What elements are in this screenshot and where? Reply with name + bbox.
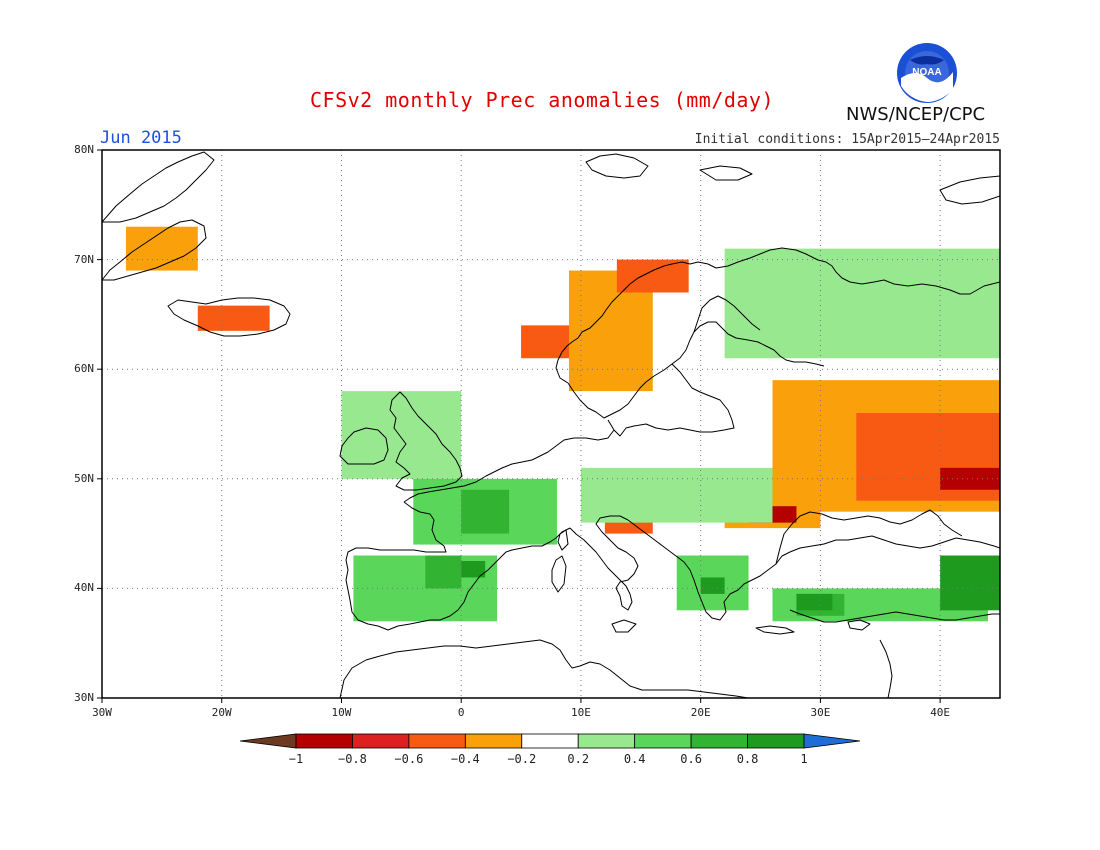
anomaly-region-24	[940, 555, 1000, 611]
coastline-baltic-east	[607, 363, 735, 437]
lon-label: 20W	[211, 706, 232, 719]
colorbar-label: 0.2	[567, 752, 590, 766]
coastline-adriatic	[627, 519, 1000, 621]
noaa-logo-icon: NOAA	[897, 43, 957, 103]
coastline-greenland	[102, 219, 207, 281]
coastline-finland-gulf	[693, 295, 761, 333]
lat-label: 40N	[74, 581, 94, 595]
lat-label: 50N	[74, 471, 94, 485]
coastline-corsica	[557, 529, 569, 551]
anomaly-region-14	[461, 489, 510, 534]
lon-label: 10E	[570, 706, 591, 719]
lon-label: 10W	[331, 706, 352, 719]
coastline-franz-josef	[699, 165, 753, 181]
lat-label: 70N	[74, 252, 94, 266]
coastline-crete	[755, 625, 795, 635]
anomaly-region-23	[796, 593, 833, 611]
colorbar-label: 1	[800, 752, 808, 766]
anomaly-fill-layer	[125, 226, 1000, 622]
coastline-north-sea	[403, 429, 615, 503]
logo-text: NOAA	[912, 67, 941, 78]
coastline-north-africa	[339, 639, 749, 698]
coastline-turkey-south	[789, 609, 1000, 623]
lon-label: 40E	[930, 706, 951, 719]
coastline-greenland-north	[102, 151, 215, 223]
coastline-novaya-zemlya	[939, 175, 1000, 205]
anomaly-region-20	[700, 577, 725, 594]
anomaly-region-0	[197, 305, 270, 331]
colorbar-label: −1	[288, 752, 304, 766]
lat-label: 60N	[74, 362, 94, 376]
colorbar-label: −0.2	[507, 752, 537, 766]
anomaly-region-11	[724, 248, 1000, 359]
colorbar-label: 0.4	[623, 752, 646, 766]
coastline-great-britain	[389, 391, 463, 491]
colorbar-label: −0.8	[337, 752, 367, 766]
colorbar-label: 0.8	[736, 752, 759, 766]
agency-label: NWS/NCEP/CPC	[846, 104, 986, 125]
coastline-svalbard	[585, 153, 649, 179]
coastline-levant	[879, 639, 893, 698]
coastline-italy	[569, 515, 639, 611]
coastline-sicily	[611, 619, 637, 633]
coastline-black-sea	[775, 509, 963, 565]
lat-label: 30N	[74, 691, 94, 704]
lat-label: 80N	[74, 143, 94, 156]
anomaly-region-16	[425, 555, 462, 589]
lon-label: 30W	[92, 706, 112, 719]
colorbar-label: −0.6	[394, 752, 424, 766]
axis-ticks	[97, 149, 941, 703]
anomaly-region-4	[616, 259, 689, 293]
coastline-iceland	[167, 297, 291, 337]
coastlines	[102, 151, 1000, 698]
coastline-scandinavia	[555, 247, 1000, 384]
anomaly-region-17	[461, 561, 486, 578]
map-title: CFSv2 monthly Prec anomalies (mm/day)	[310, 88, 775, 112]
map-frame	[101, 149, 1001, 699]
coastline-france-spain	[345, 501, 571, 631]
anomaly-region-18	[580, 467, 773, 523]
forecast-month: Jun 2015	[100, 128, 182, 148]
lon-label: 0	[457, 706, 465, 719]
lon-label: 20E	[690, 706, 711, 719]
coastline-baltic	[567, 321, 825, 419]
colorbar-label: −0.4	[450, 752, 480, 766]
initial-conditions: Initial conditions: 15Apr2015–24Apr2015	[694, 132, 1000, 147]
coastline-cyprus	[847, 619, 871, 631]
coastline-sardinia	[551, 555, 567, 593]
anomaly-region-7	[940, 467, 1000, 490]
coastline-ireland	[339, 427, 389, 465]
colorbar-label: 0.6	[680, 752, 702, 766]
lon-label: 30E	[810, 706, 831, 719]
